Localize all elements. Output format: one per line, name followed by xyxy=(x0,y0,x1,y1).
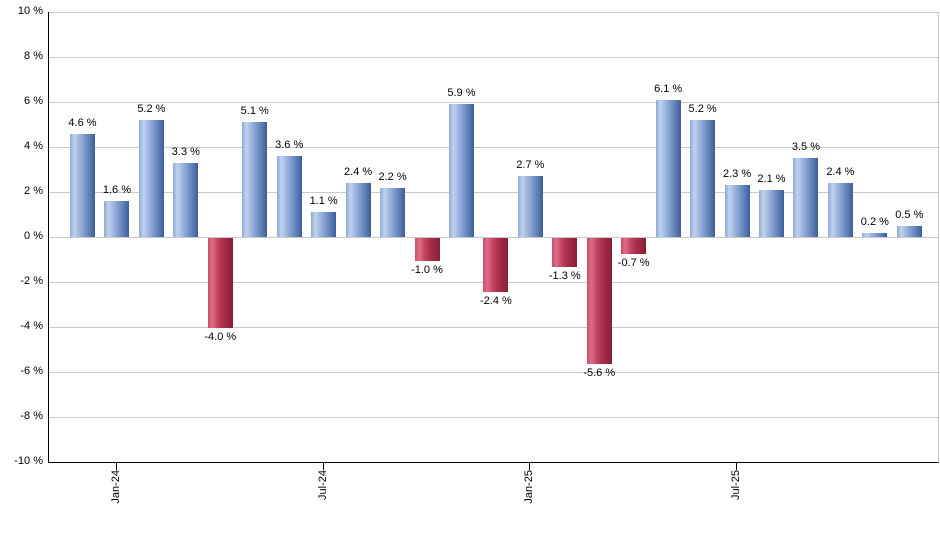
positive-bar-2 xyxy=(138,120,164,237)
bar-value-label-1: 1.6 % xyxy=(102,184,131,196)
negative-bar-15 xyxy=(586,238,612,364)
positive-bar-0 xyxy=(70,133,95,237)
y-axis-label--4%: -4 % xyxy=(20,320,43,332)
bar-value-label-6: 3.6 % xyxy=(275,139,304,151)
gridline-10pct xyxy=(49,12,938,13)
positive-bar-3 xyxy=(173,162,199,237)
y-axis-label-2%: 2 % xyxy=(24,185,43,197)
bar-value-label-10: -1.0 % xyxy=(411,263,443,276)
positive-bar-1 xyxy=(104,201,130,237)
y-axis-label-0%: 0 % xyxy=(24,230,43,242)
x-axis-tick-Jan-25 xyxy=(529,463,531,470)
bar-value-label-24: 0.5 % xyxy=(895,208,924,221)
bar-value-label-15: -5.6 % xyxy=(583,367,616,379)
positive-bar-5 xyxy=(242,122,268,237)
positive-bar-20 xyxy=(759,189,784,237)
bar-value-label-23: 0.2 % xyxy=(860,215,889,228)
bar-value-label-8: 2.4 % xyxy=(344,166,373,178)
gridline-8pct xyxy=(49,57,938,58)
positive-bar-9 xyxy=(380,187,406,237)
bar-value-label-11: 5.9 % xyxy=(447,87,476,100)
negative-bar-14 xyxy=(552,238,578,268)
positive-bar-8 xyxy=(345,183,371,237)
x-axis-label-Jan-24: Jan-24 xyxy=(109,470,122,504)
bar-value-label-5: 5.1 % xyxy=(240,105,269,118)
bar-value-label-4: -4.0 % xyxy=(204,331,237,343)
bar-value-label-16: -0.7 % xyxy=(617,256,650,269)
positive-bar-13 xyxy=(517,176,543,237)
gridline-6pct xyxy=(49,102,938,103)
bar-value-label-19: 2.3 % xyxy=(722,168,752,181)
positive-bar-11 xyxy=(448,104,474,237)
negative-bar-10 xyxy=(414,238,440,261)
bar-value-label-22: 2.4 % xyxy=(826,166,855,178)
x-axis-label-Jan-25: Jan-25 xyxy=(523,470,536,504)
positive-bar-22 xyxy=(827,183,853,237)
positive-bar-18 xyxy=(690,120,716,237)
bar-value-label-18: 5.2 % xyxy=(688,103,717,115)
bar-value-label-17: 6.1 % xyxy=(654,82,683,95)
y-axis-label-10%: 10 % xyxy=(17,5,43,17)
gridline-0pct xyxy=(49,237,938,238)
y-axis-label--2%: -2 % xyxy=(20,275,43,287)
positive-bar-19 xyxy=(724,185,750,237)
x-axis-label-Jul-25: Jul-25 xyxy=(730,470,743,500)
bar-value-label-14: -1.3 % xyxy=(548,270,581,283)
positive-bar-6 xyxy=(276,156,302,237)
gridline--8pct xyxy=(49,417,938,418)
bar-value-label-13: 2.7 % xyxy=(516,159,545,172)
y-axis-label-6%: 6 % xyxy=(24,95,43,107)
y-axis-label-8%: 8 % xyxy=(24,50,43,62)
bar-value-label-3: 3.3 % xyxy=(171,145,200,158)
bar-value-label-21: 3.5 % xyxy=(791,141,820,154)
x-axis-tick-Jul-24 xyxy=(322,463,324,470)
bar-value-label-12: -2.4 % xyxy=(479,295,512,307)
bar-value-label-0: 4.6 % xyxy=(68,116,97,129)
positive-bar-7 xyxy=(311,212,337,237)
y-axis-label--6%: -6 % xyxy=(20,365,43,377)
gridline--4pct xyxy=(49,327,938,328)
y-axis-label-4%: 4 % xyxy=(24,140,43,152)
y-axis-label--10%: -10 % xyxy=(14,455,43,467)
bar-value-label-20: 2.1 % xyxy=(757,172,786,185)
gridline--6pct xyxy=(49,372,938,373)
x-axis-label-Jul-24: Jul-24 xyxy=(316,470,329,500)
bar-value-label-9: 2.2 % xyxy=(378,170,407,183)
y-axis-label--8%: -8 % xyxy=(20,410,43,422)
gridline-4pct xyxy=(49,147,938,148)
positive-bar-24 xyxy=(896,225,922,237)
positive-bar-21 xyxy=(793,158,819,237)
negative-bar-16 xyxy=(621,238,647,254)
x-axis-tick-Jul-25 xyxy=(736,463,738,470)
negative-bar-12 xyxy=(483,238,509,292)
positive-bar-23 xyxy=(862,232,888,237)
plot-area: 4.6 % 1.6 % 5.2 % 3.3 % -4.0 % 5.1 % 3.6 % 1.1 … xyxy=(48,12,939,463)
x-axis-tick-Jan-24 xyxy=(115,463,117,470)
positive-bar-17 xyxy=(655,99,681,237)
bar-value-label-7: 1.1 % xyxy=(309,195,338,208)
bar-value-label-2: 5.2 % xyxy=(137,103,166,115)
negative-bar-4 xyxy=(207,238,233,328)
gridline-2pct xyxy=(49,192,938,193)
